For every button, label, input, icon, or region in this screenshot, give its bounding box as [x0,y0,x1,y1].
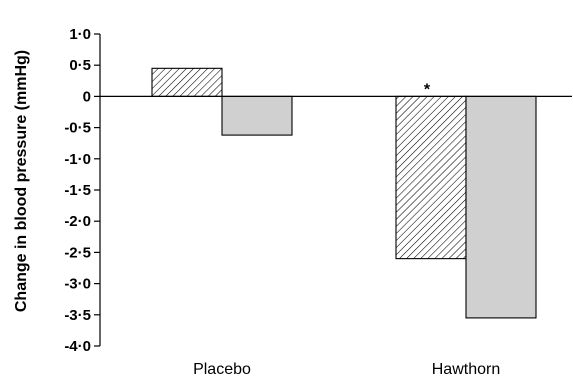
bar-placebo-hatched [151,67,223,97]
y-tick-label: 1·0 [69,26,91,43]
y-tick-label: -1·5 [64,182,91,199]
y-tick-label: -0·5 [64,120,91,137]
y-tick-label: -2·0 [64,213,91,230]
y-tick-label: -3·0 [64,276,91,293]
y-tick-label: -4·0 [64,338,91,355]
y-tick-label: 0·5 [69,57,91,74]
significance-marker: * [424,81,431,98]
y-tick-label: -3·5 [64,307,91,324]
bar-hawthorn-hatched [395,95,467,260]
y-axis-title: Change in blood pressure (mmHg) [13,50,30,312]
category-label-hawthorn: Hawthorn [432,361,500,378]
category-label-placebo: Placebo [193,361,251,378]
y-tick-label: 0 [83,88,91,105]
y-tick-label: -2·5 [64,244,91,261]
bar-placebo-solid [221,95,293,136]
bar-hawthorn-solid [465,95,537,319]
y-tick-label: -1·0 [64,151,91,168]
